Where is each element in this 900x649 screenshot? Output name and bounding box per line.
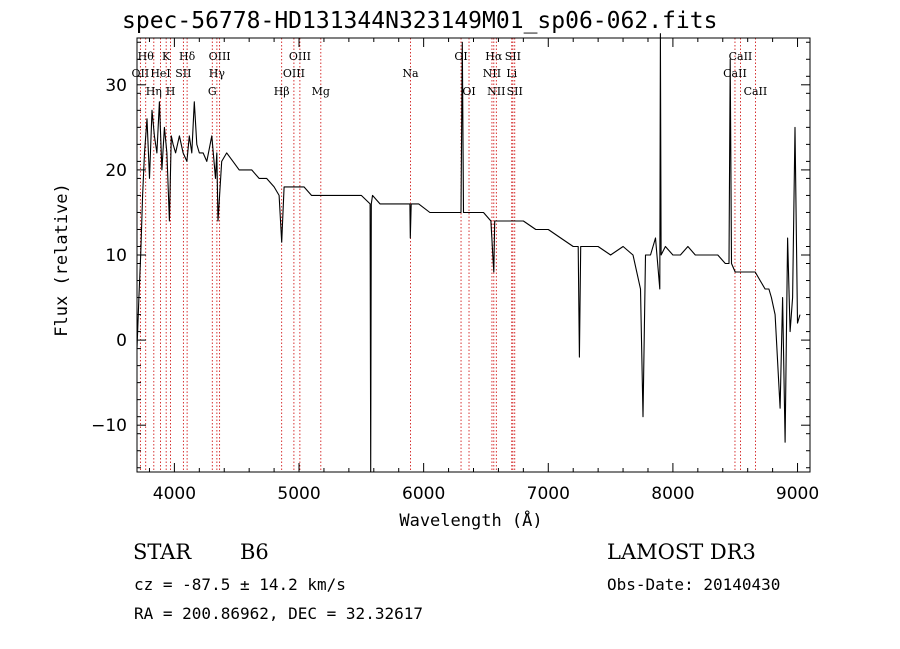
ra-dec-coordinates: RA = 200.86962, DEC = 32.32617 — [134, 604, 423, 623]
line-label: Hθ — [138, 50, 155, 63]
line-label: K — [162, 50, 171, 63]
x-tick-label: 4000 — [153, 484, 196, 504]
spectrum-line — [136, 33, 801, 473]
line-label: CaII — [723, 67, 747, 80]
x-tick-label: 8000 — [651, 484, 694, 504]
line-label: OI — [454, 50, 467, 63]
survey-name: LAMOST DR3 — [607, 540, 756, 564]
chart-title: spec-56778-HD131344N323149M01_sp06-062.f… — [122, 8, 718, 34]
line-label: CaII — [729, 50, 753, 63]
y-axis-label: Flux (relative) — [52, 183, 72, 337]
line-label: Na — [402, 67, 419, 80]
spectrum-series — [136, 33, 801, 473]
spectral-line-labels: OII Hθ Hη K H HeI SII Hδ G Hγ OIII Hβ OIII OIII Mg Na OI… — [132, 50, 768, 98]
line-label: OIII — [283, 67, 305, 80]
line-label: NII — [487, 85, 505, 98]
y-tick-label: 0 — [116, 331, 127, 351]
line-label: Li — [506, 67, 517, 80]
line-label: OII — [132, 67, 150, 80]
y-tick-label: 30 — [105, 76, 127, 96]
x-axis-ticks: 4000 5000 6000 7000 8000 9000 — [148, 38, 819, 504]
x-tick-label: 7000 — [527, 484, 570, 504]
line-label: Hγ — [209, 67, 226, 80]
y-tick-label: 10 — [105, 246, 127, 266]
y-tick-label: 20 — [105, 161, 127, 181]
spectral-line-markers — [139, 38, 756, 472]
line-label: SII — [505, 50, 521, 63]
line-label: NII — [483, 67, 501, 80]
y-tick-label: −10 — [91, 416, 127, 436]
line-label: OIII — [289, 50, 311, 63]
line-label: Hα — [485, 50, 503, 63]
line-label: G — [208, 85, 217, 98]
line-label: SII — [507, 85, 523, 98]
line-label: SII — [175, 67, 191, 80]
object-class: STAR — [133, 540, 192, 564]
line-label: Hδ — [179, 50, 196, 63]
line-label: CaII — [744, 85, 768, 98]
line-label: OI — [462, 85, 475, 98]
x-tick-label: 6000 — [402, 484, 445, 504]
y-axis-ticks: −10 0 10 20 30 — [91, 41, 810, 469]
observation-date: Obs-Date: 20140430 — [607, 575, 781, 594]
line-label: Hβ — [274, 85, 290, 98]
object-subclass: B6 — [240, 540, 269, 564]
line-label: OIII — [209, 50, 231, 63]
x-tick-label: 9000 — [776, 484, 819, 504]
line-label: Hη — [146, 85, 162, 98]
line-label: H — [166, 85, 176, 98]
x-axis-label: Wavelength (Å) — [399, 511, 543, 531]
x-tick-label: 5000 — [277, 484, 320, 504]
redshift-cz: cz = -87.5 ± 14.2 km/s — [134, 575, 346, 594]
line-label: HeI — [150, 67, 170, 80]
line-label: Mg — [312, 85, 330, 98]
